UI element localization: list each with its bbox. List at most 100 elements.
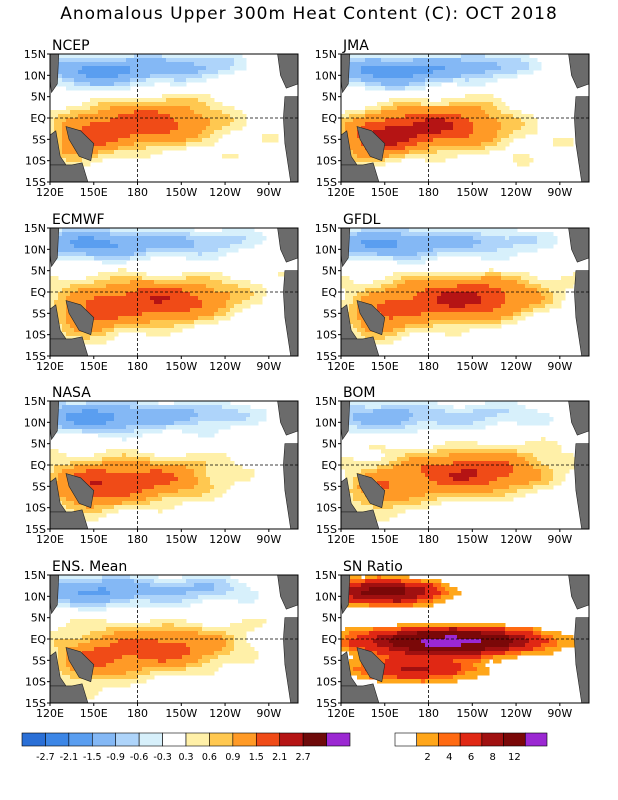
heat-cell [118, 256, 123, 261]
heat-cell [465, 134, 470, 139]
heat-cell [222, 54, 227, 59]
heat-cell [377, 228, 382, 233]
heat-cell [210, 409, 215, 414]
heat-cell [118, 433, 123, 438]
heat-cell [198, 300, 203, 305]
heat-cell [449, 320, 454, 325]
heat-cell [569, 138, 574, 143]
heat-cell [222, 409, 227, 414]
heat-cell [473, 82, 478, 87]
heat-cell [369, 82, 374, 87]
heat-cell [154, 70, 159, 75]
heat-cell [126, 98, 131, 103]
heat-cell [150, 70, 155, 75]
heat-cell [142, 252, 147, 257]
heat-cell [457, 320, 462, 325]
heat-cell [130, 433, 135, 438]
heat-cell [405, 332, 410, 337]
heat-cell [429, 142, 434, 147]
heat-cell [94, 409, 99, 414]
heat-cell [66, 280, 71, 285]
heat-cell [186, 457, 191, 462]
heat-cell [509, 66, 514, 71]
heat-cell [525, 304, 530, 309]
heat-cell [377, 288, 382, 293]
heat-cell [393, 54, 398, 59]
heat-cell [174, 457, 179, 462]
heat-cell [86, 126, 91, 131]
heat-cell [202, 138, 207, 143]
heat-cell [349, 130, 354, 135]
heat-cell [202, 58, 207, 63]
heat-cell [66, 106, 71, 111]
heat-cell [234, 110, 239, 115]
heat-cell [98, 98, 103, 103]
y-tick-label: 15N [315, 48, 337, 61]
heat-cell [154, 146, 159, 151]
heat-cell [405, 70, 410, 75]
heat-cell [405, 130, 410, 135]
heat-cell [126, 114, 131, 119]
heat-cell [409, 320, 414, 325]
heat-cell [94, 413, 99, 418]
heat-cell [182, 142, 187, 147]
heat-cell [222, 236, 227, 241]
heat-cell [405, 98, 410, 103]
heat-cell [421, 296, 426, 301]
heat-cell [182, 417, 187, 422]
heat-cell [517, 130, 522, 135]
heat-cell [441, 102, 446, 107]
heat-cell [86, 106, 91, 111]
heat-cell [357, 228, 362, 233]
heat-cell [122, 142, 127, 147]
heat-cell [457, 244, 462, 249]
heat-cell [445, 292, 450, 297]
heat-cell [397, 312, 402, 317]
heat-cell [206, 106, 211, 111]
y-tick-label: 15S [316, 176, 337, 189]
heat-cell [349, 232, 354, 237]
heat-cell [242, 240, 247, 245]
heat-cell [114, 86, 119, 91]
heat-cell [150, 236, 155, 241]
heat-cell [465, 304, 470, 309]
heat-cell [525, 118, 530, 123]
heat-cell [258, 284, 263, 289]
heat-cell [485, 122, 490, 127]
heat-cell [405, 122, 410, 127]
heat-cell [62, 324, 67, 329]
heat-cell [98, 240, 103, 245]
heat-cell [110, 54, 115, 59]
heat-cell [425, 244, 430, 249]
heat-cell [74, 256, 79, 261]
heat-cell [525, 280, 530, 285]
heat-cell [262, 134, 267, 139]
heat-cell [417, 328, 422, 333]
heat-cell [166, 292, 171, 297]
heat-cell [453, 332, 458, 337]
heat-cell [62, 110, 67, 115]
heat-cell [146, 453, 151, 458]
heat-cell [186, 453, 191, 458]
x-tick-label: 120E [36, 360, 64, 373]
heat-cell [202, 70, 207, 75]
heat-cell [222, 114, 227, 119]
heat-cell [509, 304, 514, 309]
heat-cell [413, 146, 418, 151]
heat-cell [473, 308, 478, 313]
heat-cell [186, 130, 191, 135]
heat-cell [86, 130, 91, 135]
heat-cell [94, 336, 99, 341]
heat-cell [174, 405, 179, 410]
heat-cell [62, 126, 67, 131]
heat-cell [106, 126, 111, 131]
heat-cell [66, 154, 71, 159]
heat-cell [365, 228, 370, 233]
heat-cell [194, 316, 199, 321]
heat-cell [497, 272, 502, 277]
heat-cell [513, 122, 518, 127]
heat-cell [150, 142, 155, 147]
heat-cell [341, 276, 346, 281]
heat-cell [397, 324, 402, 329]
heat-cell [102, 86, 107, 91]
